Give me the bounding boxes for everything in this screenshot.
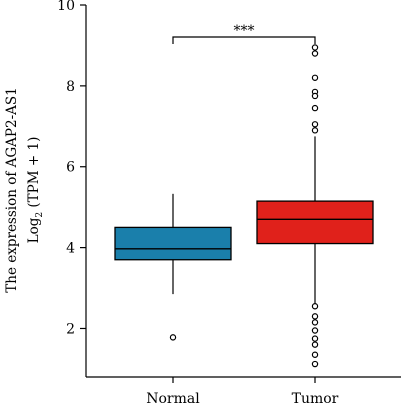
x-category-label: Tumor	[292, 391, 339, 405]
y-tick-label: 6	[66, 160, 75, 176]
outlier-point	[311, 335, 319, 342]
y-tick-label: 8	[66, 79, 75, 95]
y-tick-label: 4	[66, 241, 75, 257]
outlier-point	[311, 313, 319, 320]
outlier-point	[311, 360, 319, 368]
box-group-normal	[114, 193, 232, 341]
y-axis-title-suffix: (TPM + 1)	[26, 137, 42, 212]
outlier-point	[311, 327, 319, 334]
significance-bracket: ***	[172, 23, 316, 44]
outlier-point	[311, 319, 319, 326]
y-axis-title-subscript: 2	[35, 212, 45, 218]
outlier-point	[311, 104, 319, 112]
bracket-line	[172, 36, 316, 44]
box-group-tumor	[256, 44, 374, 368]
y-axis-title-line2: Log2 (TPM + 1)	[26, 137, 45, 244]
y-axis-title-log: Log	[26, 217, 42, 243]
outlier-point	[311, 44, 319, 51]
outlier-point	[311, 341, 319, 348]
y-ticks: 2 4 6 8 10	[57, 0, 86, 337]
outlier-point	[311, 127, 319, 134]
outlier-point	[311, 50, 319, 57]
significance-label: ***	[234, 23, 255, 39]
outlier-point	[311, 121, 319, 128]
y-tick-label: 2	[66, 321, 75, 337]
outlier-point	[311, 303, 319, 310]
outlier-point	[169, 334, 177, 341]
box-iqr	[256, 200, 374, 245]
x-category-label: Normal	[146, 391, 200, 405]
boxes	[114, 44, 374, 368]
y-axis-title-line1: The expression of AGAP2-AS1	[4, 87, 20, 292]
box-iqr	[114, 226, 232, 261]
y-tick-label: 10	[57, 0, 75, 14]
outlier-point	[311, 351, 319, 358]
y-axis-title: The expression of AGAP2-AS1 Log2 (TPM + …	[4, 87, 45, 292]
outlier-point	[311, 74, 319, 81]
outlier-point	[311, 92, 319, 100]
axes	[85, 5, 401, 378]
x-category-labels: Normal Tumor	[146, 377, 339, 405]
